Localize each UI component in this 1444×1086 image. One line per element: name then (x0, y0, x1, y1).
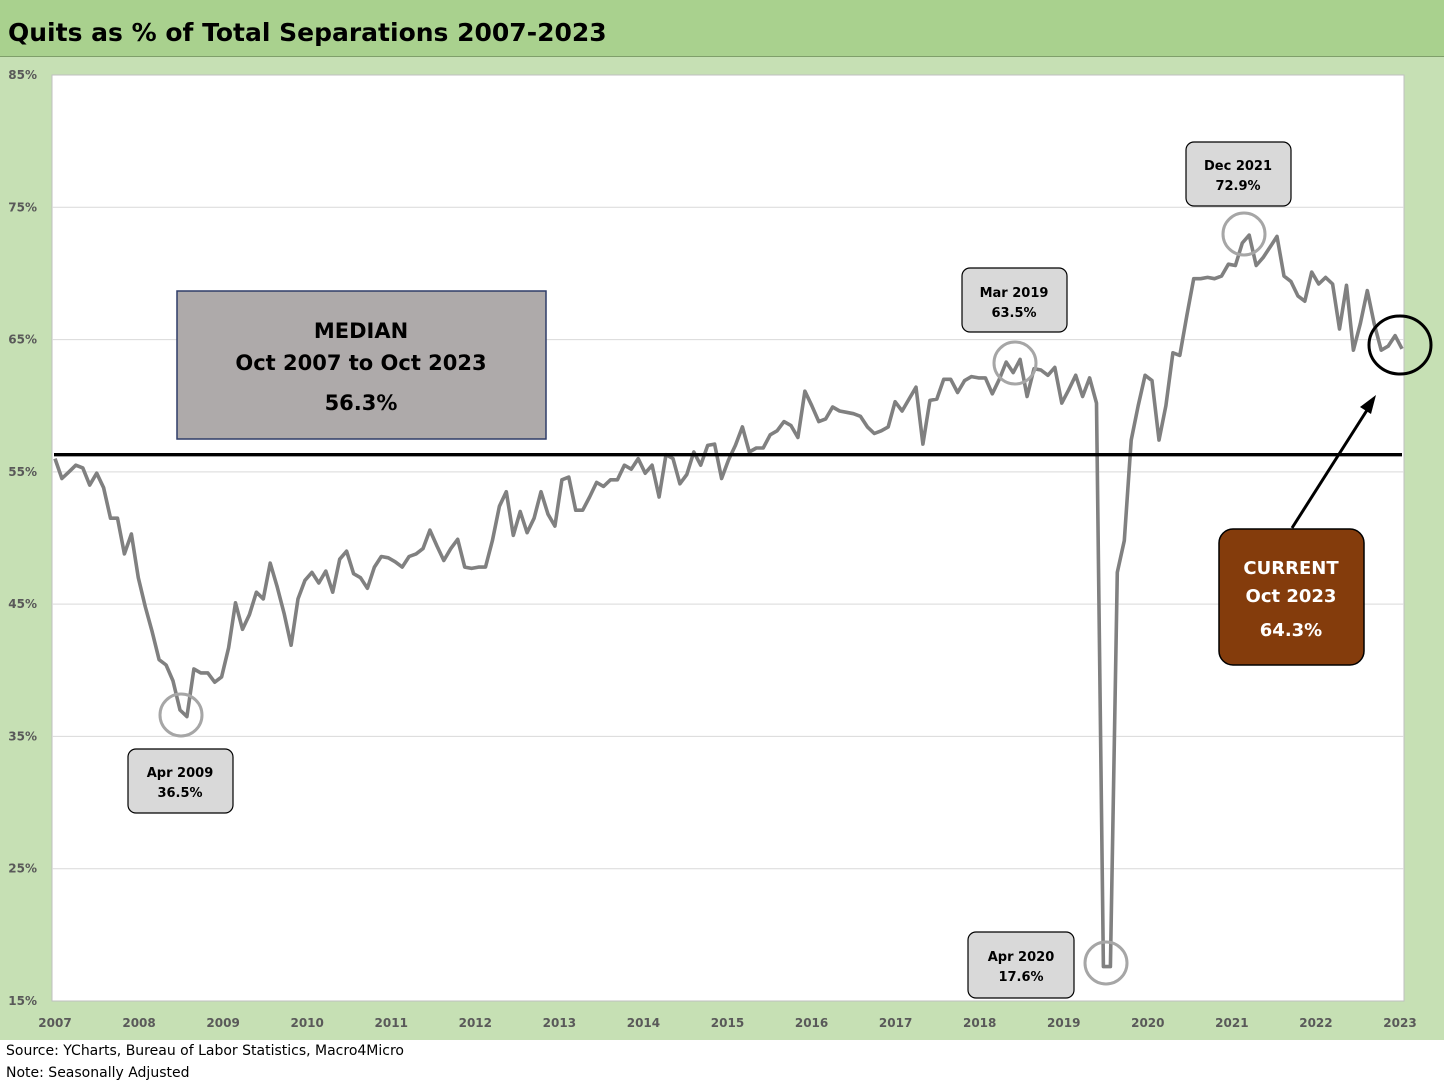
x-tick-label: 2021 (1215, 1016, 1248, 1030)
x-tick-label: 2012 (459, 1016, 492, 1030)
callout-value-apr-2009: 36.5% (157, 786, 202, 801)
current-circle (1367, 314, 1433, 376)
callout-date-apr-2020: Apr 2020 (988, 950, 1055, 965)
y-tick-label: 55% (8, 465, 37, 479)
x-tick-label: 2020 (1131, 1016, 1164, 1030)
x-tick-label: 2019 (1047, 1016, 1080, 1030)
x-tick-label: 2014 (627, 1016, 660, 1030)
series-line (53, 233, 1404, 969)
callout-dec-2021: Dec 2021 72.9% (1185, 141, 1292, 257)
x-tick-label: 2023 (1383, 1016, 1416, 1030)
median-box-period: Oct 2007 to Oct 2023 (235, 351, 486, 375)
x-tick-label: 2018 (963, 1016, 996, 1030)
footer-note: Note: Seasonally Adjusted (6, 1065, 190, 1081)
median-box-rect (176, 290, 547, 440)
y-tick-label: 45% (8, 597, 37, 611)
y-tick-label: 75% (8, 200, 37, 214)
callout-box-apr-2009 (127, 748, 234, 814)
x-tick-label: 2010 (290, 1016, 323, 1030)
callout-date-dec-2021: Dec 2021 (1204, 159, 1272, 174)
current-box-period: Oct 2023 (1246, 586, 1337, 607)
x-axis-ticks: 2007 2008 2009 2010 2011 2012 2013 2014 2015 2016… (38, 1016, 1416, 1030)
callout-box-apr-2020 (967, 931, 1075, 999)
callout-apr-2009: Apr 2009 36.5% (127, 692, 234, 814)
y-tick-label: 15% (8, 994, 37, 1008)
callout-value-mar-2019: 63.5% (991, 306, 1036, 321)
callout-circle-mar-2019 (992, 340, 1038, 386)
x-tick-label: 2016 (795, 1016, 828, 1030)
x-tick-label: 2022 (1299, 1016, 1332, 1030)
callout-box-dec-2021 (1185, 141, 1292, 207)
current-arrow-head (1360, 395, 1376, 414)
callout-box-mar-2019 (961, 267, 1068, 333)
x-tick-label: 2015 (711, 1016, 744, 1030)
median-box-value: 56.3% (325, 391, 398, 415)
callout-circle-dec-2021 (1221, 211, 1267, 257)
median-box: MEDIAN Oct 2007 to Oct 2023 56.3% (176, 290, 547, 440)
y-tick-label: 65% (8, 333, 37, 347)
x-tick-label: 2008 (122, 1016, 155, 1030)
median-box-label: MEDIAN (314, 319, 408, 343)
footer-source: Source: YCharts, Bureau of Labor Statist… (6, 1043, 404, 1059)
callout-apr-2020: Apr 2020 17.6% (967, 931, 1129, 999)
y-tick-label: 25% (8, 862, 37, 876)
x-tick-label: 2009 (206, 1016, 239, 1030)
y-tick-label: 85% (8, 68, 37, 82)
title-bar: Quits as % of Total Separations 2007-202… (0, 0, 1444, 57)
x-tick-label: 2007 (38, 1016, 71, 1030)
x-tick-label: 2013 (543, 1016, 576, 1030)
callout-value-dec-2021: 72.9% (1215, 179, 1260, 194)
grid-lines (52, 206, 1404, 870)
current-box-rect (1218, 528, 1365, 666)
callout-mar-2019: Mar 2019 63.5% (961, 267, 1068, 386)
chart-title: Quits as % of Total Separations 2007-202… (8, 18, 607, 47)
callout-circle-apr-2009 (158, 692, 204, 738)
plot-area (51, 74, 1405, 1002)
x-tick-label: 2017 (879, 1016, 912, 1030)
current-box-label: CURRENT (1243, 558, 1339, 579)
current-box-value: 64.3% (1260, 620, 1322, 641)
callout-date-mar-2019: Mar 2019 (980, 286, 1049, 301)
current-annotation: CURRENT Oct 2023 64.3% (1218, 314, 1433, 666)
current-arrow-line (1290, 406, 1371, 529)
callout-value-apr-2020: 17.6% (998, 970, 1043, 985)
callout-circle-apr-2020 (1083, 940, 1129, 986)
callout-date-apr-2009: Apr 2009 (147, 766, 214, 781)
x-tick-label: 2011 (375, 1016, 408, 1030)
y-tick-label: 35% (8, 729, 37, 743)
y-axis-ticks: 85% 75% 65% 55% 45% 35% 25% 15% (8, 68, 37, 1008)
